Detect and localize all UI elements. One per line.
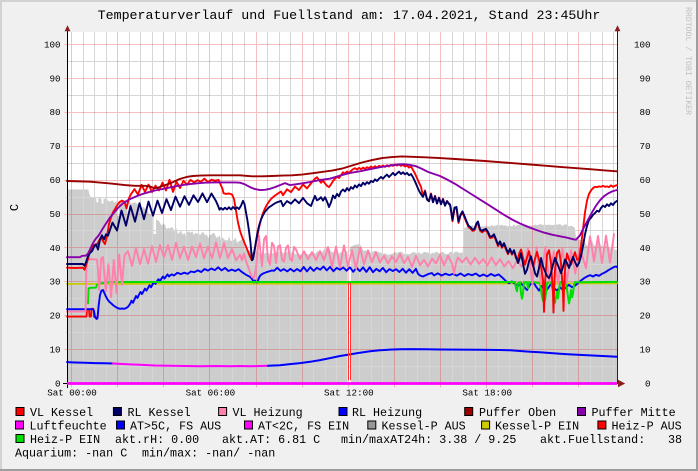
svg-text:20: 20 <box>49 311 60 322</box>
svg-text:70: 70 <box>49 141 60 152</box>
svg-text:C: C <box>8 204 22 211</box>
svg-text:Temperaturverlauf und Fuellsta: Temperaturverlauf und Fuellstand am: 17.… <box>98 8 601 23</box>
svg-text:70: 70 <box>639 141 650 152</box>
svg-text:50: 50 <box>639 209 650 220</box>
svg-text:50: 50 <box>49 209 60 220</box>
svg-text:30: 30 <box>49 277 60 288</box>
svg-text:100: 100 <box>634 39 651 50</box>
svg-text:80: 80 <box>639 107 650 118</box>
svg-text:Kessel-P EIN: Kessel-P EIN <box>495 420 579 434</box>
svg-text:VL Kessel: VL Kessel <box>30 406 93 420</box>
svg-text:AT<2C, FS EIN: AT<2C, FS EIN <box>258 420 349 434</box>
svg-text:90: 90 <box>639 73 650 84</box>
svg-text:Sat 00:00: Sat 00:00 <box>47 388 97 399</box>
svg-text:60: 60 <box>639 175 650 186</box>
svg-text:10: 10 <box>49 345 60 356</box>
svg-text:RL Kessel: RL Kessel <box>128 406 191 420</box>
svg-text:akt.rH: 0.00: akt.rH: 0.00 <box>115 433 199 447</box>
svg-text:60: 60 <box>49 175 60 186</box>
svg-text:Heiz-P EIN: Heiz-P EIN <box>30 433 100 447</box>
svg-text:Sat 12:00: Sat 12:00 <box>324 388 374 399</box>
svg-text:AT>5C, FS AUS: AT>5C, FS AUS <box>130 420 221 434</box>
svg-text:akt.Fuellstand:: akt.Fuellstand: <box>540 433 645 447</box>
svg-text:40: 40 <box>49 243 60 254</box>
svg-text:Sat 18:00: Sat 18:00 <box>462 388 512 399</box>
svg-text:80: 80 <box>49 107 60 118</box>
svg-text:akt.AT: 6.81 C: akt.AT: 6.81 C <box>222 433 320 447</box>
svg-text:38: 38 <box>668 433 682 447</box>
svg-text:0: 0 <box>55 378 61 389</box>
svg-text:20: 20 <box>639 311 650 322</box>
svg-text:Puffer Mitte: Puffer Mitte <box>592 406 676 420</box>
svg-text:Sat 06:00: Sat 06:00 <box>186 388 236 399</box>
svg-text:Kessel-P AUS: Kessel-P AUS <box>382 420 466 434</box>
svg-text:Aquarium: -nan C: Aquarium: -nan C <box>15 447 127 461</box>
svg-text:VL Heizung: VL Heizung <box>233 406 303 420</box>
svg-text:40: 40 <box>639 243 650 254</box>
svg-text:RRDTOOL / TOBI OETIKER: RRDTOOL / TOBI OETIKER <box>683 7 693 115</box>
svg-text:min/maxAT24h: 3.38 / 9.25: min/maxAT24h: 3.38 / 9.25 <box>341 433 516 447</box>
svg-text:90: 90 <box>49 73 60 84</box>
svg-text:100: 100 <box>44 39 61 50</box>
svg-text:Heiz-P AUS: Heiz-P AUS <box>612 420 682 434</box>
svg-text:RL Heizung: RL Heizung <box>352 406 422 420</box>
svg-text:Luftfeuchte: Luftfeuchte <box>30 420 107 434</box>
svg-text:Puffer Oben: Puffer Oben <box>479 406 556 420</box>
svg-text:min/max: -nan/ -nan: min/max: -nan/ -nan <box>142 447 275 461</box>
svg-text:0: 0 <box>645 378 651 389</box>
svg-text:10: 10 <box>639 345 650 356</box>
svg-text:30: 30 <box>639 277 650 288</box>
